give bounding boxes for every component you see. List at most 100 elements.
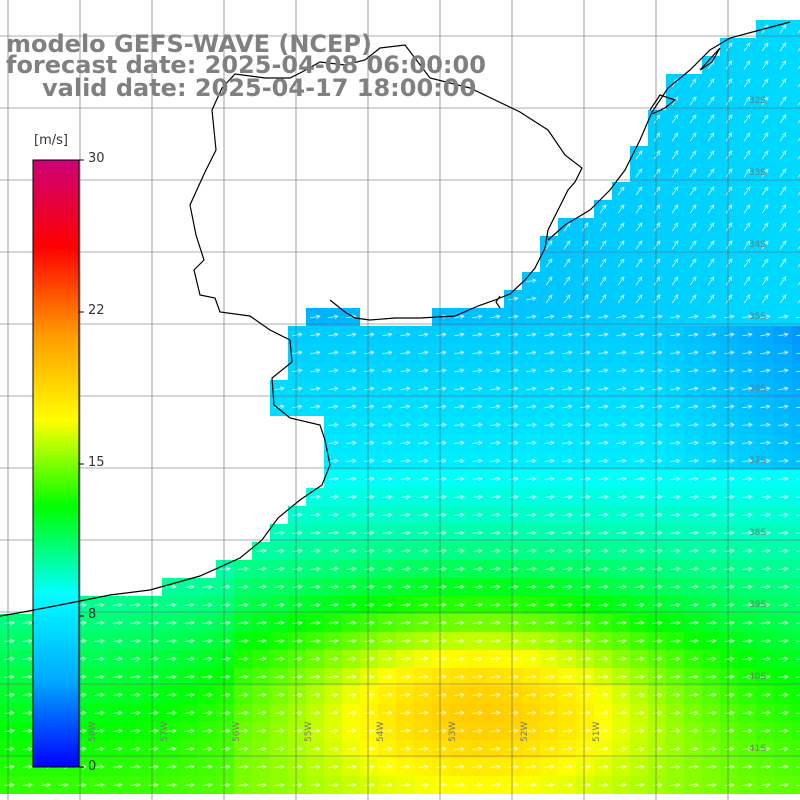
wind-arrow [255,566,267,572]
wind-arrow [345,458,357,464]
wind-arrow [759,440,771,446]
wind-arrow [759,674,771,680]
wind-arrow [724,404,735,409]
wind-arrow [472,314,483,319]
wind-arrow [581,258,589,268]
wind-arrow [21,728,33,734]
wind-arrow [797,119,800,124]
wind-arrow [201,602,213,608]
wind-arrow [795,766,800,768]
wind-arrow [507,440,519,446]
wind-arrow [454,404,465,409]
wind-arrow [741,476,753,482]
wind-arrow [581,276,589,286]
wind-cell [792,182,800,200]
wind-arrow [363,494,375,500]
lat-label: 38S [748,528,766,538]
wind-arrow [453,530,465,536]
wind-arrow [165,674,177,680]
wind-arrow [201,710,213,716]
wind-arrow [453,512,465,518]
wind-arrow [525,638,537,644]
wind-arrow [561,530,573,536]
wind-arrow [599,222,607,232]
wind-arrow [327,440,339,446]
wind-arrow [381,728,393,734]
wind-arrow [111,728,123,734]
wind-arrow [635,294,643,304]
wind-arrow [147,764,159,770]
wind-arrow [653,150,661,160]
wind-arrow [741,548,753,554]
wind-arrow [327,584,339,590]
wind-arrow [327,638,339,644]
wind-arrow [705,548,717,554]
wind-arrow [453,782,465,788]
wind-arrow [669,692,681,698]
wind-arrow [273,656,285,662]
wind-arrow [219,746,231,752]
wind-arrow [615,746,627,752]
wind-arrow [273,602,285,608]
wind-arrow [669,422,681,428]
wind-arrow [363,656,375,662]
wind-arrow [237,674,249,680]
wind-arrow [741,692,753,698]
wind-arrow [707,114,715,124]
wind-arrow [689,294,697,304]
wind-arrow [689,222,697,232]
wind-arrow [795,532,800,534]
wind-arrow [599,204,607,214]
wind-arrow [507,476,519,482]
wind-arrow [741,530,753,536]
wind-arrow [399,584,411,590]
wind-arrow [599,258,607,268]
wind-arrow [670,350,681,355]
wind-arrow [615,602,627,608]
wind-arrow [615,728,627,734]
wind-arrow [633,584,645,590]
wind-arrow [563,258,571,268]
wind-arrow [454,386,465,391]
wind-arrow [562,386,573,391]
wind-arrow [418,350,429,355]
wind-arrow [435,494,447,500]
wind-arrow [615,494,627,500]
wind-arrow [796,388,800,391]
wind-arrow [616,404,627,409]
wind-arrow [507,620,519,626]
wind-arrow [471,512,483,518]
wind-arrow [759,422,771,428]
wind-arrow [707,132,715,142]
wind-arrow [165,602,177,608]
wind-arrow [129,728,141,734]
wind-arrow [671,168,679,178]
wind-arrow [795,712,800,714]
wind-arrow [669,728,681,734]
wind-arrow [183,746,195,752]
wind-arrow [562,350,573,355]
wind-arrow [779,186,787,196]
wind-arrow [705,764,717,770]
wind-arrow [651,440,663,446]
wind-arrow [219,620,231,626]
wind-arrow [779,24,787,34]
wind-arrow [418,386,429,391]
wind-arrow [274,386,285,391]
wind-arrow [489,584,501,590]
wind-arrow [399,458,411,464]
wind-arrow [634,386,645,391]
wind-arrow [417,422,429,428]
wind-arrow [453,494,465,500]
wind-arrow [345,764,357,770]
wind-arrow [309,494,321,500]
wind-arrow [345,674,357,680]
wind-arrow [615,656,627,662]
wind-arrow [779,294,787,304]
wind-arrow [147,656,159,662]
wind-arrow [723,440,735,446]
wind-arrow [327,746,339,752]
wind-arrow [635,204,643,214]
wind-arrow [328,314,339,319]
